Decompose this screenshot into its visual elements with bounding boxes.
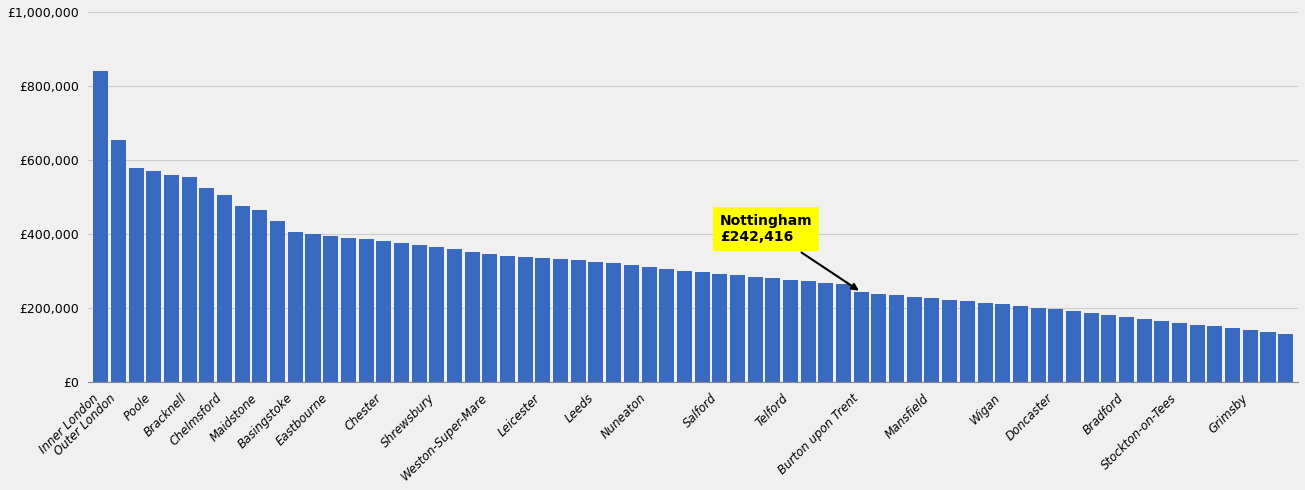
Bar	[1137, 319, 1152, 382]
Bar	[324, 236, 338, 382]
Bar	[411, 245, 427, 382]
Bar	[1048, 309, 1064, 382]
Bar	[960, 301, 975, 382]
Bar	[288, 232, 303, 382]
Bar	[801, 281, 816, 382]
Bar	[200, 188, 214, 382]
Bar	[164, 175, 179, 382]
Bar	[93, 71, 108, 382]
Bar	[448, 249, 462, 382]
Bar	[942, 300, 957, 382]
Bar	[341, 238, 356, 382]
Bar	[907, 297, 921, 382]
Bar	[853, 292, 869, 382]
Bar	[359, 240, 373, 382]
Bar	[305, 234, 321, 382]
Bar	[606, 264, 621, 382]
Bar	[1031, 308, 1045, 382]
Bar	[235, 206, 249, 382]
Bar	[659, 269, 675, 382]
Bar	[924, 298, 940, 382]
Bar	[270, 221, 286, 382]
Bar	[694, 272, 710, 382]
Bar	[111, 140, 127, 382]
Bar	[1278, 334, 1293, 382]
Bar	[589, 262, 603, 382]
Bar	[217, 195, 232, 382]
Bar	[624, 265, 639, 382]
Bar	[1066, 311, 1081, 382]
Bar	[535, 258, 551, 382]
Bar	[1155, 321, 1169, 382]
Bar	[1261, 332, 1275, 382]
Bar	[837, 284, 851, 382]
Bar	[748, 277, 762, 382]
Bar	[500, 256, 515, 382]
Bar	[713, 274, 727, 382]
Bar	[818, 283, 834, 382]
Bar	[465, 252, 480, 382]
Bar	[872, 294, 886, 382]
Bar	[1101, 315, 1116, 382]
Bar	[996, 304, 1010, 382]
Bar	[1083, 314, 1099, 382]
Text: Nottingham
£242,416: Nottingham £242,416	[720, 214, 857, 290]
Bar	[889, 295, 904, 382]
Bar	[429, 247, 444, 382]
Bar	[376, 241, 392, 382]
Bar	[1225, 328, 1240, 382]
Bar	[146, 171, 162, 382]
Bar	[729, 275, 745, 382]
Bar	[1013, 306, 1028, 382]
Bar	[570, 260, 586, 382]
Bar	[483, 254, 497, 382]
Bar	[252, 210, 268, 382]
Bar	[1242, 330, 1258, 382]
Bar	[765, 278, 780, 382]
Bar	[783, 280, 799, 382]
Bar	[1207, 326, 1223, 382]
Bar	[518, 257, 532, 382]
Bar	[1118, 317, 1134, 382]
Bar	[677, 271, 692, 382]
Bar	[394, 243, 408, 382]
Bar	[129, 168, 144, 382]
Bar	[1172, 323, 1188, 382]
Bar	[642, 267, 656, 382]
Bar	[1190, 324, 1205, 382]
Bar	[977, 303, 993, 382]
Bar	[553, 259, 568, 382]
Bar	[181, 176, 197, 382]
